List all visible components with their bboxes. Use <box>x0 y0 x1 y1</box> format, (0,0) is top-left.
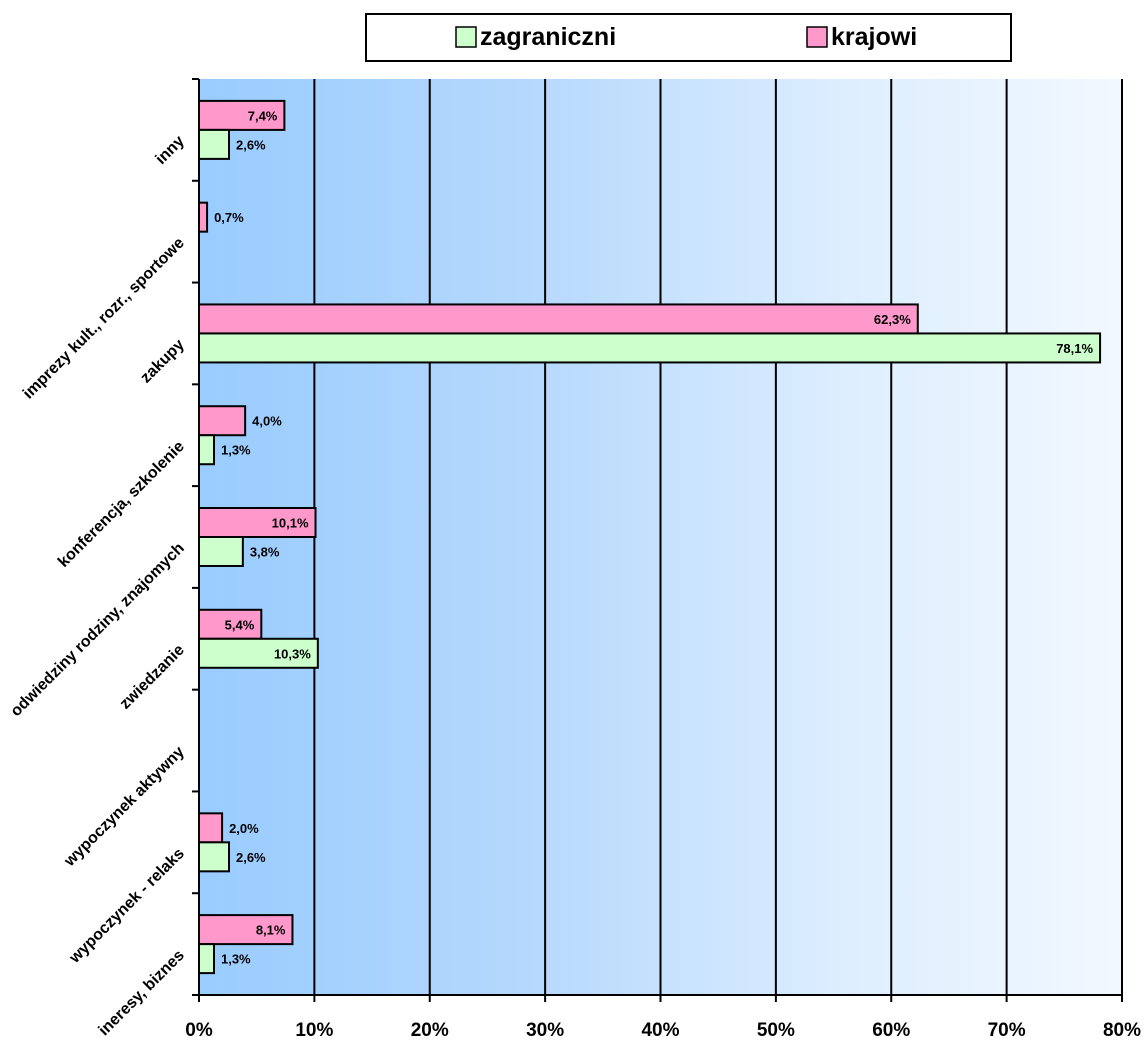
bar-zagraniczni-wypoczynek-relaks <box>198 841 230 873</box>
data-label-krajowi-ineresy-biznes: 8,1% <box>256 923 286 938</box>
axes <box>192 78 1123 1002</box>
bar-krajowi-ineresy-biznes <box>198 914 294 946</box>
data-label-zagraniczni-inny: 2,6% <box>236 137 266 152</box>
x-tick-label: 40% <box>641 1020 679 1041</box>
data-label-zagraniczni-ineresy-biznes: 1,3% <box>221 952 251 967</box>
data-label-zagraniczni-odwiedziny-rodziny-znajomych: 3,8% <box>250 545 280 560</box>
data-label-krajowi-imprezy-kult-rozr-sportowe: 0,7% <box>214 210 244 225</box>
bar-zagraniczni-zakupy <box>198 332 1102 364</box>
data-label-zagraniczni-konferencja-szkolenie: 1,3% <box>221 443 251 458</box>
category-label-odwiedziny-rodziny-znajomych: odwiedziny rodziny, znajomych <box>8 540 188 720</box>
bar-krajowi-imprezy-kult-rozr-sportowe <box>198 201 209 233</box>
x-tick-label: 10% <box>295 1020 333 1041</box>
x-tick-label: 50% <box>757 1020 795 1041</box>
legend-swatch-zagraniczni <box>455 26 477 48</box>
bar-krajowi-zwiedzanie <box>198 608 263 640</box>
data-label-krajowi-zakupy: 62,3% <box>874 312 911 327</box>
bar-zagraniczni-odwiedziny-rodziny-znajomych <box>198 536 244 567</box>
data-label-zagraniczni-zwiedzanie: 10,3% <box>274 646 311 661</box>
legend-box <box>365 13 1012 62</box>
category-label-ineresy-biznes: ineresy, biznes <box>96 947 188 1039</box>
category-label-zakupy: zakupy <box>137 336 187 386</box>
bar-krajowi-inny <box>198 99 286 131</box>
data-label-krajowi-inny: 7,4% <box>248 108 278 123</box>
category-label-zwiedzanie: zwiedzanie <box>117 642 188 713</box>
x-tick-label: 30% <box>526 1020 564 1041</box>
x-tick-label: 0% <box>185 1020 213 1041</box>
x-tick-label: 80% <box>1103 1020 1141 1041</box>
bar-zagraniczni-inny <box>198 128 230 160</box>
x-tick-label: 20% <box>411 1020 449 1041</box>
bar-krajowi-konferencja-szkolenie <box>198 405 247 437</box>
category-label-inny: inny <box>153 133 188 168</box>
data-label-zagraniczni-zakupy: 78,1% <box>1056 341 1093 356</box>
category-label-wypoczynek-relaks: wypoczynek - relaks <box>66 845 188 967</box>
legend: zagraniczni krajowi <box>365 13 1012 62</box>
data-label-krajowi-konferencja-szkolenie: 4,0% <box>252 414 282 429</box>
legend-swatch-krajowi <box>806 26 828 48</box>
bar-krajowi-odwiedziny-rodziny-znajomych <box>198 507 317 538</box>
bar-zagraniczni-konferencja-szkolenie <box>198 434 215 466</box>
x-tick-label: 60% <box>872 1020 910 1041</box>
data-label-zagraniczni-wypoczynek-relaks: 2,6% <box>236 850 266 865</box>
legend-label-zagraniczni: zagraniczni <box>480 23 616 51</box>
data-label-krajowi-wypoczynek-relaks: 2,0% <box>229 821 259 836</box>
data-label-krajowi-odwiedziny-rodziny-znajomych: 10,1% <box>272 516 309 531</box>
gridlines <box>313 79 1123 995</box>
bar-krajowi-zakupy <box>198 303 919 335</box>
bar-zagraniczni-ineresy-biznes <box>198 943 215 975</box>
category-label-imprezy-kult-rozr-sportowe: imprezy kult., rozr., sportowe <box>20 234 188 402</box>
bar-krajowi-wypoczynek-relaks <box>198 812 224 844</box>
legend-label-krajowi: krajowi <box>831 23 917 51</box>
x-tick-label: 70% <box>988 1020 1026 1041</box>
data-label-krajowi-zwiedzanie: 5,4% <box>225 617 255 632</box>
